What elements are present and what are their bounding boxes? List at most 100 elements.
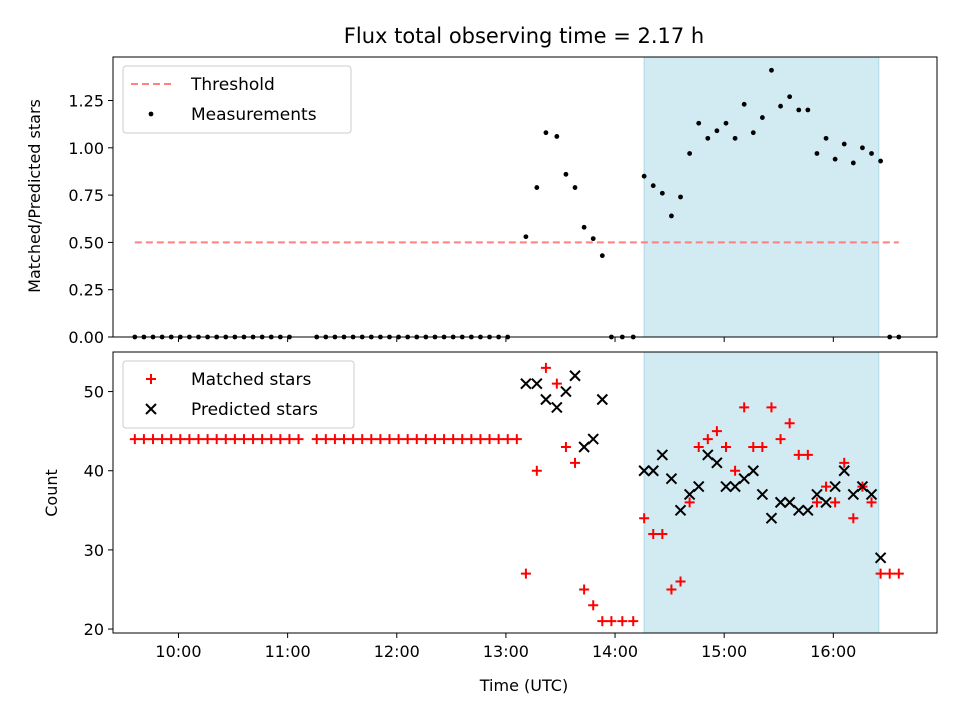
matched-star-point: [202, 434, 213, 445]
predicted-star-point: [702, 449, 714, 461]
measurement-point: [723, 120, 729, 126]
matched-star-point: [457, 434, 468, 445]
legend-box: [122, 65, 352, 134]
predicted-star-point: [596, 393, 609, 406]
predicted-star-point: [587, 433, 599, 445]
bottom-panel: 20 30 40 50 10:00 11:00 12:00 13:00 14:00 15:00 16…: [84, 351, 938, 661]
matched-star-point: [866, 497, 877, 508]
measurement-point: [787, 94, 793, 100]
matched-star-point: [466, 434, 477, 445]
predicted-star-point: [551, 401, 563, 414]
bottom-y-axis-label: Count: [42, 469, 61, 517]
predicted-star-point: [711, 457, 723, 469]
x-tick-label: 15:00: [701, 642, 747, 661]
matched-star-point: [579, 584, 590, 595]
matched-star-point: [666, 584, 677, 595]
predicted-star-point: [531, 377, 543, 390]
matched-star-point: [402, 434, 413, 445]
matched-star-point: [606, 616, 617, 627]
predicted-star-point: [638, 465, 650, 477]
matched-star-point: [393, 434, 404, 445]
top-y-tick-label: 1.00: [68, 139, 104, 158]
matched-star-point: [693, 441, 704, 452]
matched-star-point: [475, 434, 486, 445]
matched-star-point: [175, 434, 186, 445]
x-tick-label: 16:00: [810, 642, 856, 661]
matched-star-point: [739, 402, 750, 413]
matched-star-point: [702, 434, 713, 445]
matched-star-point: [597, 616, 608, 627]
matched-star-point: [366, 434, 377, 445]
top-axes-frame: [112, 56, 938, 338]
matched-star-point: [257, 434, 268, 445]
matched-star-point: [884, 568, 895, 579]
predicted-star-point: [683, 488, 696, 501]
legend-matched-swatch: [146, 374, 156, 384]
matched-star-point: [248, 434, 259, 445]
measurement-point: [869, 151, 874, 156]
matched-star-point: [560, 441, 571, 452]
predicted-star-point: [829, 480, 841, 493]
x-tick-label: 14:00: [592, 642, 638, 661]
predicted-star-point: [674, 504, 687, 517]
predicted-star-point: [774, 496, 787, 509]
matched-star-point: [439, 434, 450, 445]
predicted-star-point: [802, 504, 814, 517]
top-panel: 0.00 0.25 0.50 0.75 1.00 1.25 Threshold Measure…: [68, 56, 938, 347]
matched-star-point: [511, 434, 522, 445]
top-y-tick-label: 0.25: [68, 281, 104, 300]
measurement-point: [687, 151, 693, 156]
measurement-point: [796, 107, 802, 113]
predicted-star-point: [569, 370, 581, 382]
matched-star-point: [784, 418, 795, 429]
predicted-star-point: [647, 465, 659, 477]
measurement-point: [590, 236, 596, 242]
matched-star-point: [757, 441, 768, 452]
measurement-point: [641, 173, 647, 179]
measurement-point: [769, 67, 774, 73]
legend-label: Measurements: [191, 105, 317, 125]
matched-star-point: [429, 434, 440, 445]
matched-star-point: [748, 441, 759, 452]
matched-star-point: [839, 457, 850, 468]
chart-title: Flux total observing time = 2.17 h: [344, 24, 704, 48]
matched-star-point: [293, 434, 304, 445]
matched-star-point: [384, 434, 395, 445]
matched-star-point: [540, 362, 551, 373]
matched-star-point: [148, 434, 159, 445]
measurement-point: [534, 185, 540, 190]
matched-star-point: [648, 529, 659, 540]
matched-star-point: [348, 434, 359, 445]
matched-star-point: [329, 434, 340, 445]
matched-star-point: [675, 576, 686, 587]
matched-star-point: [502, 434, 513, 445]
predicted-star-point: [856, 480, 869, 493]
predicted-star-point: [560, 385, 572, 398]
measurement-point: [759, 115, 765, 120]
legend-label: Threshold: [190, 75, 275, 95]
top-y-tick-label: 0.50: [68, 233, 104, 252]
matched-star-point: [628, 616, 639, 627]
predicted-star-point: [747, 465, 759, 477]
measurement-point: [659, 190, 665, 196]
top-legend: Threshold Measurements: [122, 65, 352, 134]
x-tick-label: 11:00: [265, 642, 311, 661]
matched-star-point: [138, 434, 149, 445]
measurement-point: [572, 185, 578, 190]
matched-star-point: [551, 378, 562, 389]
matched-star-point: [766, 402, 777, 413]
measurement-point: [705, 135, 711, 141]
measurement-point: [650, 183, 656, 189]
matched-star-point: [730, 465, 741, 476]
measurement-point: [832, 156, 838, 162]
matched-star-point: [157, 434, 168, 445]
matched-star-point: [720, 441, 731, 452]
matched-star-point: [357, 434, 368, 445]
measurement-point: [696, 120, 702, 126]
measurement-point: [714, 128, 720, 134]
legend-label: Predicted stars: [191, 400, 318, 420]
matched-star-point: [639, 513, 650, 524]
predicted-star-point: [765, 512, 778, 524]
matched-star-point: [848, 513, 859, 524]
measurement-point: [823, 135, 829, 141]
